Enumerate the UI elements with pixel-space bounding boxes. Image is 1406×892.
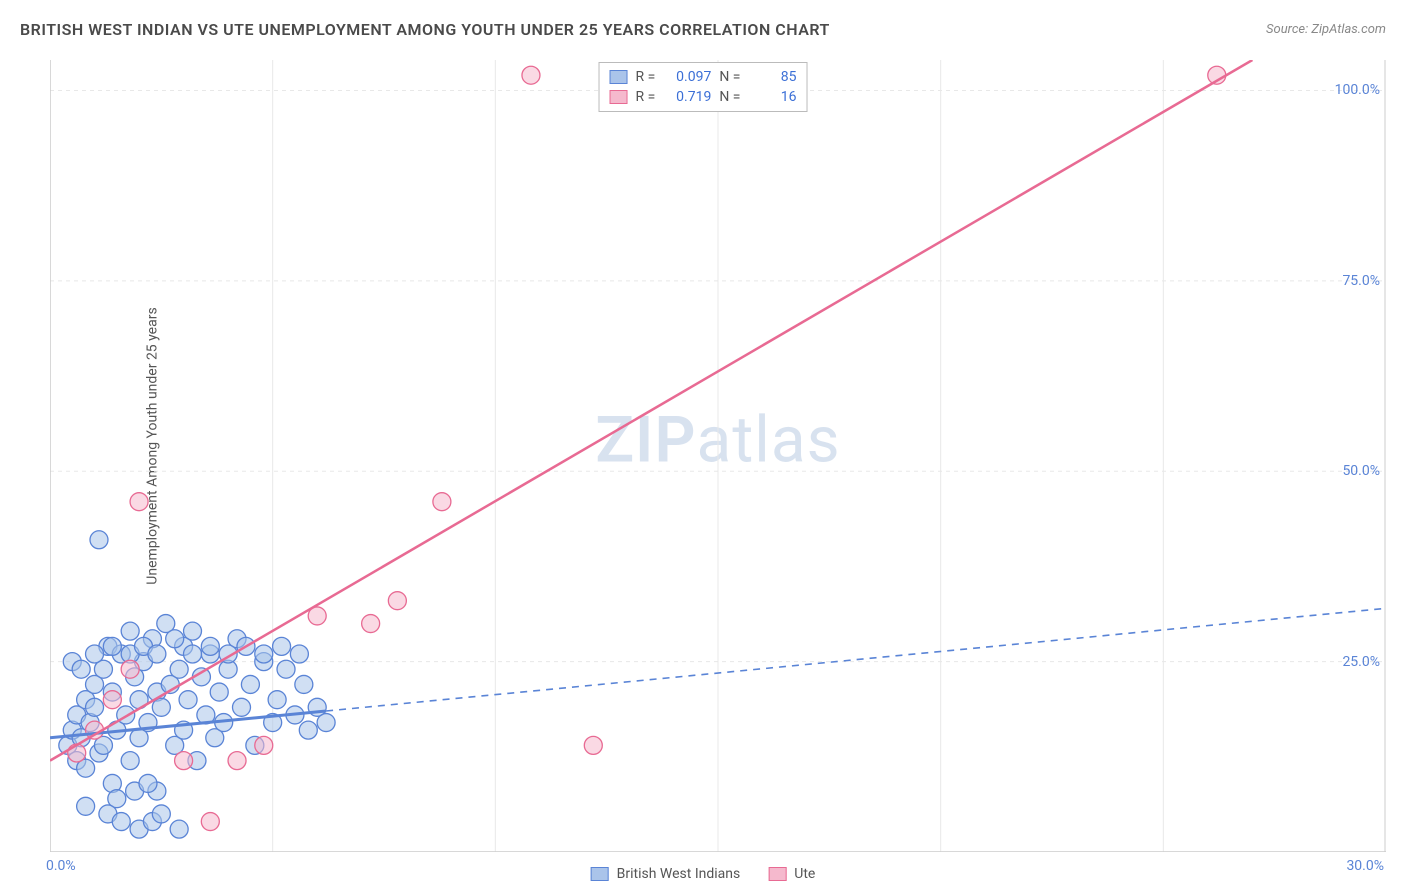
legend-item: Ute	[768, 866, 815, 882]
r-value: 0.719	[663, 89, 711, 105]
legend-label: British West Indians	[617, 866, 741, 882]
r-label: R =	[636, 89, 656, 105]
n-value: 16	[748, 89, 796, 105]
n-value: 85	[748, 69, 796, 85]
r-label: R =	[636, 69, 656, 85]
chart-area: ZIPatlas	[50, 60, 1386, 852]
x-tick-label: 30.0%	[1346, 858, 1384, 874]
y-tick-label: 75.0%	[1342, 273, 1380, 289]
r-value: 0.097	[663, 69, 711, 85]
n-label: N =	[719, 89, 740, 105]
source-attribution: Source: ZipAtlas.com	[1266, 22, 1386, 37]
y-tick-label: 100.0%	[1335, 82, 1380, 98]
y-tick-label: 50.0%	[1342, 463, 1380, 479]
swatch-icon	[591, 867, 609, 881]
legend-label: Ute	[794, 866, 815, 882]
bottom-legend: British West Indians Ute	[591, 866, 816, 882]
swatch-icon	[610, 90, 628, 104]
stats-row: R = 0.719 N = 16	[610, 87, 797, 107]
legend-item: British West Indians	[591, 866, 741, 882]
stats-row: R = 0.097 N = 85	[610, 67, 797, 87]
stats-legend-box: R = 0.097 N = 85 R = 0.719 N = 16	[599, 62, 808, 112]
scatter-plot	[50, 60, 1386, 852]
chart-title: BRITISH WEST INDIAN VS UTE UNEMPLOYMENT …	[20, 20, 830, 39]
x-tick-label: 0.0%	[46, 858, 76, 874]
swatch-icon	[768, 867, 786, 881]
swatch-icon	[610, 70, 628, 84]
y-tick-label: 25.0%	[1342, 654, 1380, 670]
n-label: N =	[719, 69, 740, 85]
